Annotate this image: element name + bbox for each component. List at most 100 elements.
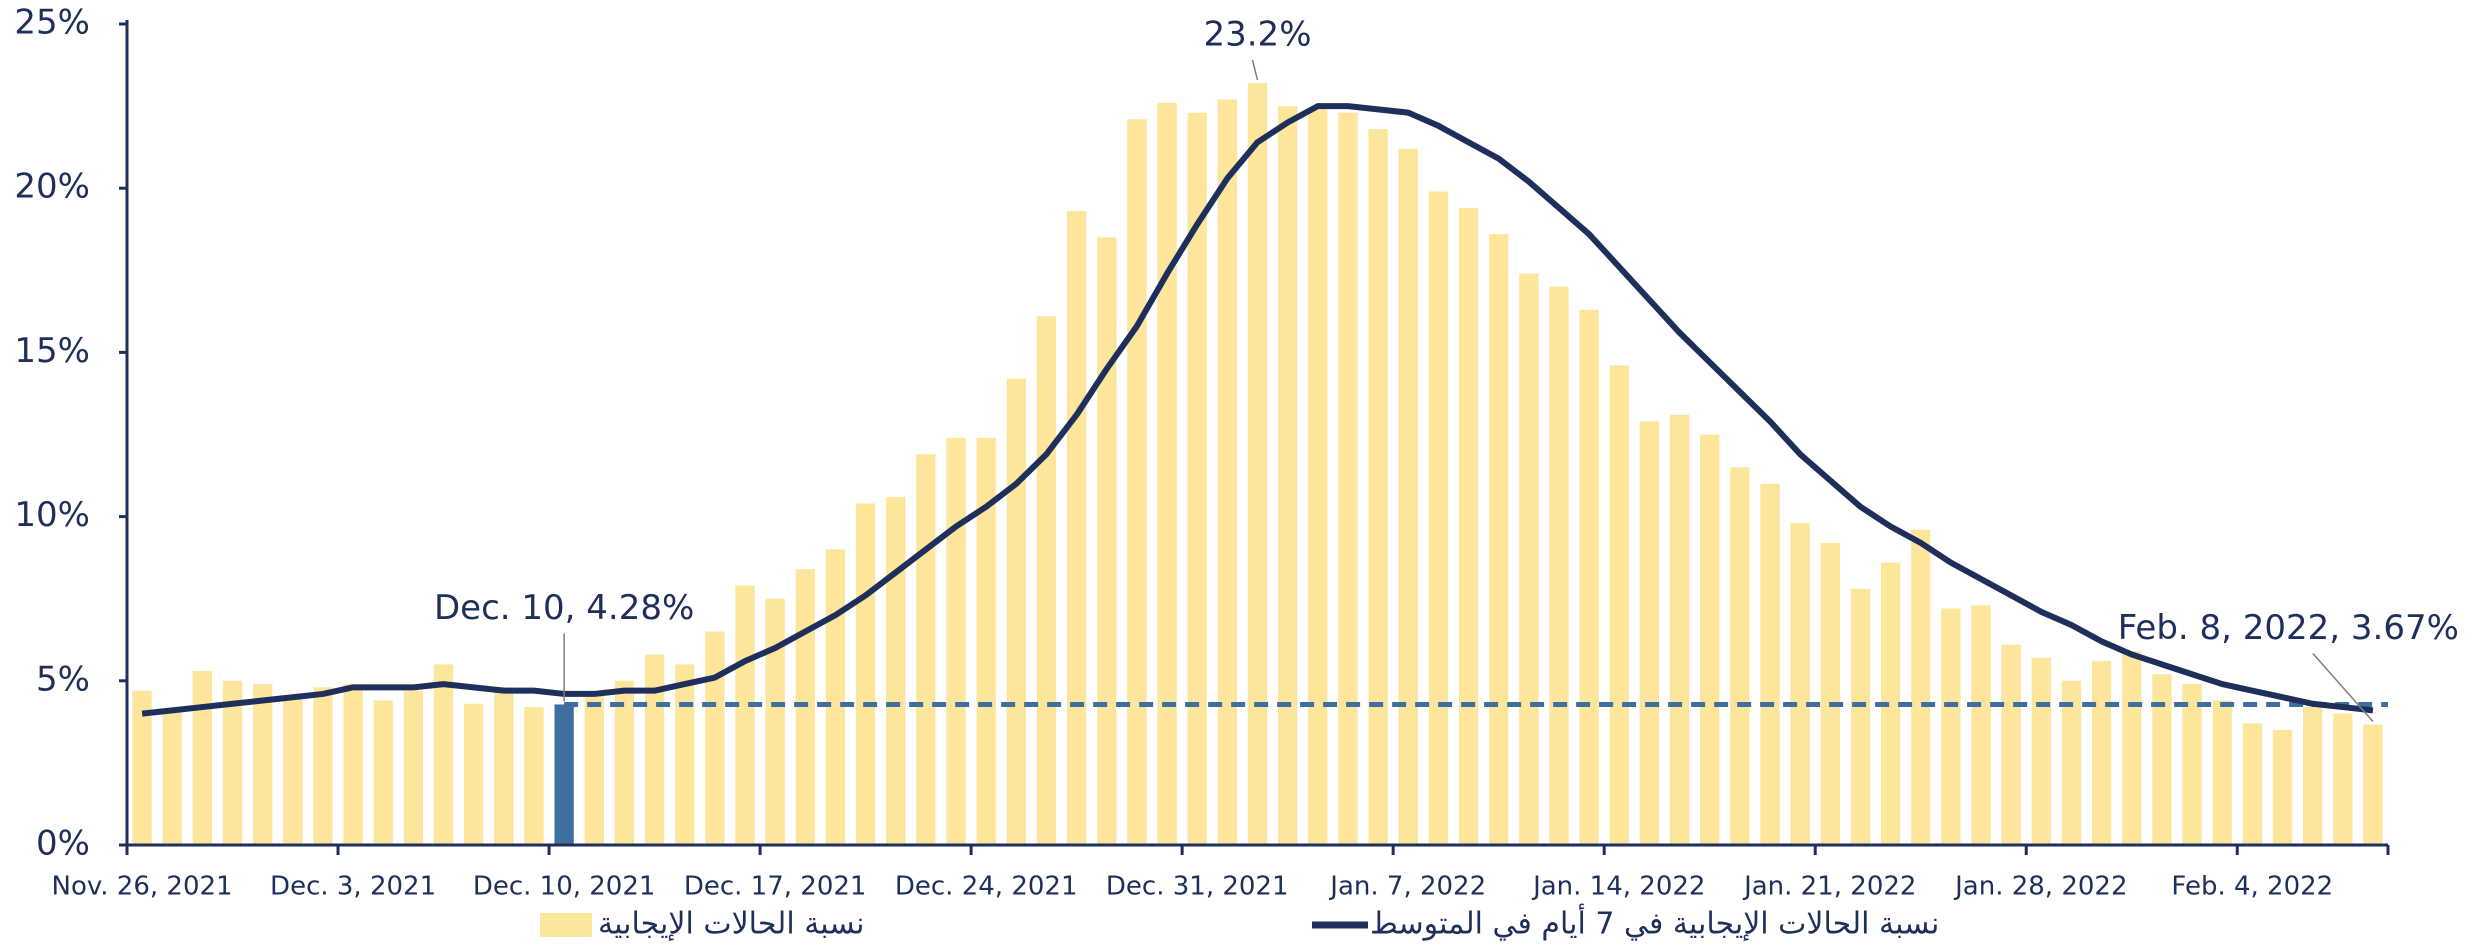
bar	[403, 690, 424, 845]
bar	[2182, 684, 2202, 845]
bar	[2152, 674, 2172, 845]
bar	[765, 598, 785, 845]
bar	[644, 654, 665, 845]
bar	[855, 503, 876, 845]
bar	[675, 664, 695, 845]
bar	[1157, 102, 1177, 846]
bar	[253, 684, 273, 845]
bar	[433, 664, 454, 845]
bar	[946, 437, 966, 845]
bar	[1850, 588, 1871, 845]
bar	[1639, 421, 1660, 845]
bar	[554, 704, 574, 845]
y-tick-label: 0%	[36, 824, 90, 864]
bar	[886, 496, 906, 845]
bar	[1308, 109, 1328, 845]
y-tick-label: 20%	[14, 167, 90, 207]
bar	[1820, 542, 1840, 845]
x-tick-label: Dec. 17, 2021	[684, 872, 867, 902]
x-tick-label: Jan. 14, 2022	[1531, 872, 1705, 902]
bar	[2091, 661, 2112, 845]
bar	[494, 687, 514, 845]
bar	[1277, 106, 1298, 846]
bar	[2242, 723, 2262, 845]
value-label: 23.2%	[1203, 15, 1311, 55]
bar	[1127, 119, 1147, 845]
bar	[222, 680, 243, 845]
x-tick-label: Dec. 24, 2021	[895, 872, 1078, 902]
bar	[1066, 211, 1087, 846]
bar	[1428, 191, 1449, 845]
bar	[1911, 529, 1931, 845]
bar	[2031, 657, 2051, 845]
bar	[1097, 237, 1117, 845]
bar	[1609, 365, 1629, 845]
x-tick-label: Dec. 31, 2021	[1106, 872, 1289, 902]
bar	[1579, 309, 1599, 845]
x-tick-label: Dec. 3, 2021	[270, 872, 436, 902]
bar	[976, 437, 996, 845]
bar	[1247, 83, 1268, 845]
x-tick-label: Jan. 7, 2022	[1328, 872, 1486, 902]
bar	[192, 670, 213, 845]
bar	[1730, 467, 1750, 845]
bar	[735, 585, 755, 845]
x-tick-label: Jan. 21, 2022	[1742, 872, 1916, 902]
legend-label: نسبة الحالات الإيجابية	[598, 907, 864, 942]
bar	[1338, 112, 1358, 846]
bar	[373, 700, 393, 845]
bar	[1760, 483, 1780, 845]
bar	[313, 687, 333, 845]
bar	[584, 693, 604, 845]
value-label: Dec. 10, 4.28%	[434, 588, 694, 628]
bar	[132, 690, 152, 845]
y-tick-label: 5%	[36, 659, 90, 699]
bar	[705, 631, 725, 845]
bar	[1489, 234, 1509, 845]
line	[141, 103, 2374, 717]
bar	[2302, 707, 2323, 845]
bar	[825, 549, 846, 845]
bar	[464, 703, 484, 845]
bar	[1880, 562, 1901, 845]
x-tick-label: Nov. 26, 2021	[52, 872, 233, 902]
y-tick-label: 25%	[14, 3, 90, 43]
bar	[1398, 148, 1418, 846]
x-tick-label: Dec. 10, 2021	[473, 872, 656, 902]
bar	[1006, 378, 1026, 845]
bar	[524, 707, 544, 845]
bar	[2212, 700, 2232, 845]
bar	[343, 684, 363, 845]
bar	[1036, 316, 1057, 845]
bar	[1941, 608, 1961, 845]
bar	[1368, 129, 1388, 845]
bar	[1700, 434, 1720, 845]
bar	[2363, 724, 2383, 845]
bar	[2122, 651, 2142, 845]
bar	[1519, 273, 1539, 846]
x-tick-label: Feb. 4, 2022	[2171, 872, 2333, 902]
y-tick-label: 10%	[14, 495, 90, 535]
legend-swatch	[540, 913, 592, 937]
leader-line	[1251, 59, 1259, 81]
bar	[1458, 207, 1479, 846]
bar	[1669, 414, 1690, 845]
bar	[1217, 99, 1238, 846]
bar	[283, 697, 303, 845]
bar	[916, 454, 936, 845]
bar	[2001, 644, 2021, 845]
leader-line	[2312, 652, 2374, 722]
bar	[1971, 605, 1991, 845]
bar	[1790, 523, 1810, 845]
bar	[795, 569, 815, 845]
bar	[1549, 286, 1569, 846]
bar	[162, 710, 182, 845]
bar	[2272, 730, 2293, 845]
legend-label: نسبة الحالات الإيجابية في 7 أيام في المت…	[1370, 903, 1939, 942]
value-label: Feb. 8, 2022, 3.67%	[2118, 608, 2459, 648]
bar	[2061, 680, 2082, 845]
bar	[614, 680, 635, 845]
bar	[2333, 713, 2353, 845]
y-tick-label: 15%	[14, 331, 90, 371]
